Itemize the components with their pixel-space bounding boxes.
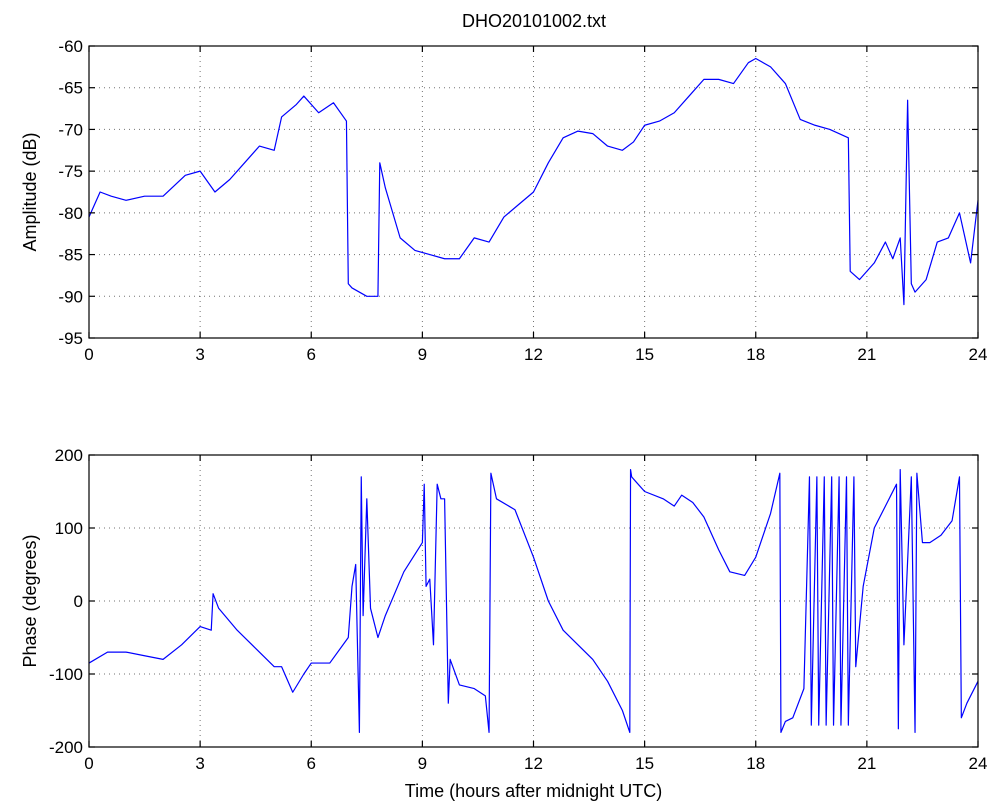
amplitude-y-axis-title: Amplitude (dB) [20,132,40,251]
phase-y-tick-label: 100 [55,519,83,538]
phase-axes: 0 3 6 9 12 15 18 21 24 -200 -100 0 100 200 Phase (degr… [20,446,987,801]
amplitude-x-tick-label: 9 [418,345,427,364]
amplitude-y-tick-label: -90 [58,287,83,306]
phase-y-tick-label: 0 [74,592,83,611]
phase-x-tick-label: 15 [635,754,654,773]
amplitude-y-tick-label: -60 [58,37,83,56]
amplitude-y-tick-label: -65 [58,79,83,98]
phase-x-tick-label: 6 [307,754,316,773]
figure-title: DHO20101002.txt [462,11,606,31]
amplitude-y-tick-label: -80 [58,204,83,223]
phase-y-tick-label: 200 [55,446,83,465]
amplitude-x-tick-label: 24 [969,345,988,364]
phase-x-tick-label: 18 [746,754,765,773]
amplitude-y-tick-label: -85 [58,246,83,265]
phase-x-tick-label: 9 [418,754,427,773]
phase-y-tick-label: -200 [49,738,83,757]
amplitude-y-tick-label: -70 [58,120,83,139]
phase-x-axis-title: Time (hours after midnight UTC) [405,781,662,801]
amplitude-series-line [88,57,979,306]
phase-x-tick-label: 0 [84,754,93,773]
phase-x-tick-label: 3 [195,754,204,773]
amplitude-axes: 0 3 6 9 12 15 18 21 24 -95 -90 -85 -80 -75 -70 -65 -60 Am… [20,37,987,364]
amplitude-x-tick-label: 21 [857,345,876,364]
phase-x-tick-label: 24 [969,754,988,773]
amplitude-x-tick-label: 3 [195,345,204,364]
phase-x-tick-label: 21 [857,754,876,773]
amplitude-x-tick-label: 18 [746,345,765,364]
phase-series-line [88,469,979,734]
phase-y-tick-label: -100 [49,665,83,684]
amplitude-x-tick-label: 6 [307,345,316,364]
amplitude-y-tick-label: -95 [58,329,83,348]
amplitude-x-tick-label: 0 [84,345,93,364]
amplitude-y-tick-label: -75 [58,162,83,181]
phase-x-tick-label: 12 [524,754,543,773]
amplitude-x-tick-label: 12 [524,345,543,364]
phase-y-axis-title: Phase (degrees) [20,534,40,667]
amplitude-x-tick-label: 15 [635,345,654,364]
